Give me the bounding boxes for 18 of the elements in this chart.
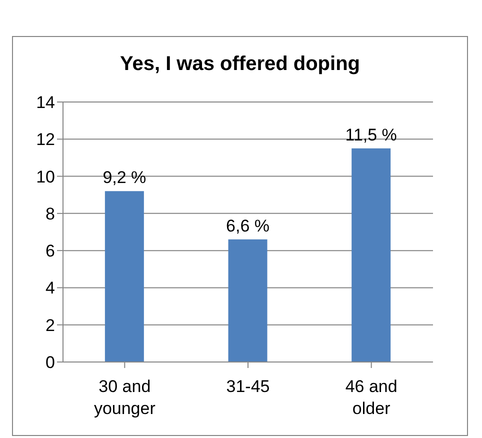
- data-label: 6,6 %: [226, 216, 270, 236]
- y-tick-label: 0: [46, 353, 55, 372]
- y-tick-label: 6: [46, 242, 55, 261]
- y-tick-label: 12: [36, 130, 55, 150]
- data-label: 9,2 %: [102, 168, 146, 188]
- bar: [352, 148, 391, 362]
- bar: [228, 239, 268, 362]
- y-tick-label: 8: [46, 204, 55, 224]
- y-tick-label: 10: [36, 167, 55, 186]
- x-tick-label: 31-45: [226, 377, 270, 396]
- x-tick-label: 46 and older: [345, 377, 398, 418]
- y-tick-label: 4: [46, 278, 55, 298]
- x-tick-label: 30 and younger: [94, 377, 156, 418]
- y-tick-label: 14: [36, 93, 55, 112]
- chart-title: Yes, I was offered doping: [118, 53, 362, 76]
- bar: [104, 191, 144, 362]
- data-label: 11,5 %: [345, 125, 397, 144]
- y-tick-label: 2: [46, 316, 55, 335]
